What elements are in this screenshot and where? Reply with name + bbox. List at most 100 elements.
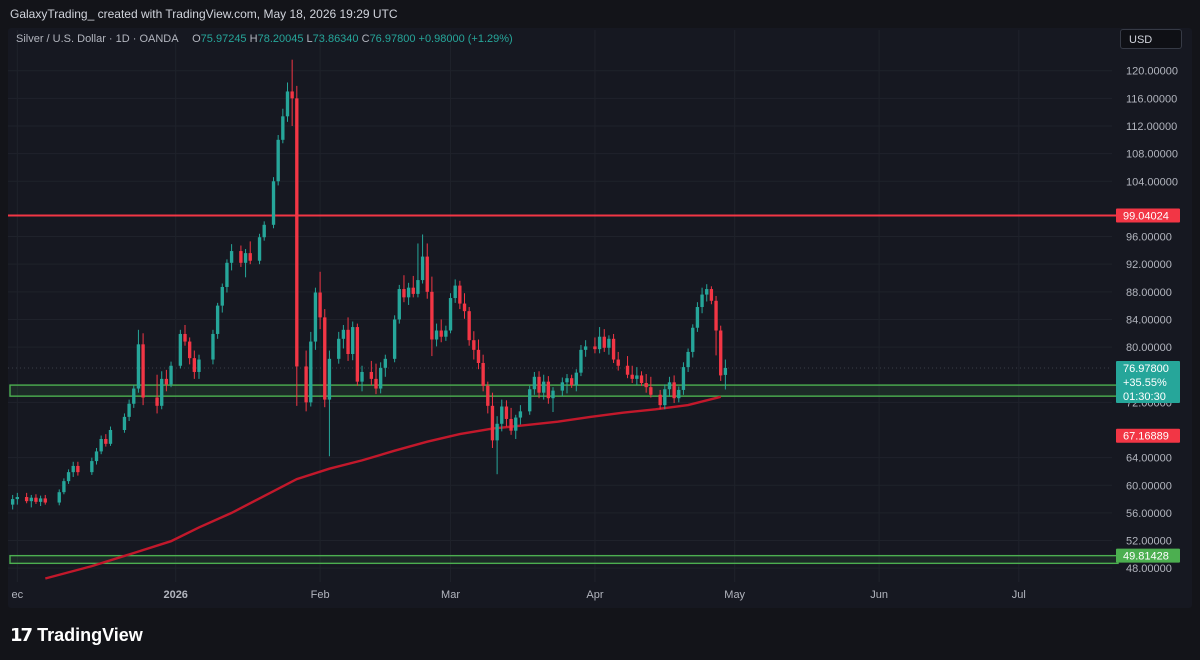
x-axis-tick-label: Mar (441, 589, 460, 601)
candle-body (504, 406, 509, 419)
candle-body (458, 285, 462, 304)
candle-body (99, 438, 103, 452)
candle-body (341, 329, 346, 339)
candle-body (663, 389, 667, 406)
candle-body (602, 336, 606, 348)
candle-body (472, 340, 476, 350)
candle-body (346, 329, 350, 354)
candle-body (723, 367, 728, 375)
price-tag: 67.16889 (1116, 428, 1180, 443)
price-tag-bg (1116, 428, 1180, 443)
candle-body (281, 116, 285, 140)
candle-body (122, 416, 127, 430)
candle-body (630, 374, 634, 379)
chart-panel[interactable] (8, 28, 1192, 608)
candle-body (700, 294, 704, 308)
candle-body (243, 253, 248, 263)
candle-body (486, 385, 490, 406)
x-axis-tick-label: Apr (586, 589, 603, 601)
candle-body (229, 251, 234, 263)
x-axis-tick-label: Jun (870, 589, 888, 601)
y-axis-tick-label: 112.00000 (1126, 121, 1177, 133)
candle-body (490, 405, 495, 441)
candle-body (94, 451, 99, 462)
candle-body (579, 349, 583, 373)
candle-body (220, 286, 224, 306)
candle-body (639, 375, 644, 384)
candle-body (15, 497, 19, 500)
candle-body (360, 371, 364, 382)
y-axis-tick-label: 96.00000 (1126, 232, 1172, 244)
candle-body (411, 287, 415, 294)
candle-body (430, 291, 434, 340)
candle-body (10, 499, 15, 505)
candle-body (383, 358, 387, 368)
candle-body (714, 300, 718, 331)
candle-body (215, 305, 220, 334)
candle-body (160, 378, 164, 406)
candle-body (644, 383, 648, 388)
candle-body (248, 253, 252, 261)
candle-body (719, 330, 723, 376)
price-tag: 49.81428 (1116, 548, 1180, 563)
candle-body (509, 418, 513, 431)
high-label: H (249, 33, 258, 45)
candle-body (290, 91, 294, 99)
candle-body (453, 285, 457, 299)
tradingview-logo[interactable]: 17 TradingView (10, 624, 143, 646)
y-axis-tick-label: 120.00000 (1126, 66, 1178, 78)
candle-body (262, 224, 266, 238)
symbol-legend: Silver / U.S. Dollar · 1D · OANDA O75.97… (16, 33, 513, 45)
candle-body (178, 333, 183, 366)
candle-body (709, 289, 714, 301)
candle-body (583, 346, 588, 350)
y-axis-tick-label: 60.00000 (1126, 480, 1172, 492)
candle-body (90, 461, 94, 473)
candle-body (197, 359, 201, 372)
candle-body (337, 338, 341, 359)
price-tag-text: 99.04024 (1123, 211, 1169, 223)
candle-body (24, 497, 29, 502)
candle-body (304, 366, 308, 403)
candle-body (313, 292, 318, 342)
candle-body (62, 481, 66, 493)
candle-body (402, 289, 406, 298)
candle-body (439, 330, 443, 337)
y-axis-tick-label: 92.00000 (1126, 259, 1172, 271)
x-axis-tick-label: 2026 (163, 589, 187, 601)
candle-body (132, 388, 136, 404)
currency-button[interactable]: USD (1120, 29, 1182, 49)
y-axis-tick-label: 52.00000 (1126, 536, 1172, 548)
candle-body (136, 344, 141, 389)
last-price-tag-bg (1116, 360, 1180, 403)
candle-body (462, 303, 467, 312)
low-value: 73.86340 (312, 33, 359, 45)
open-value: 75.97245 (200, 33, 247, 45)
candle-body (691, 327, 695, 352)
candle-body (514, 417, 518, 431)
candle-body (392, 319, 397, 359)
candle-body (397, 289, 401, 320)
candle-body (518, 411, 523, 418)
candle-body (569, 378, 574, 386)
candle-body (495, 423, 499, 441)
candle-body (239, 251, 243, 263)
y-axis-tick-label: 116.00000 (1126, 93, 1177, 105)
candle-body (43, 498, 47, 503)
candle-body (565, 378, 569, 383)
candle-body (448, 298, 453, 331)
candle-body (183, 333, 187, 342)
candle-body (211, 333, 215, 360)
price-tag-bg (1116, 208, 1180, 223)
candle-body (276, 139, 280, 182)
candle-body (467, 311, 471, 341)
candle-body (295, 98, 299, 367)
candle-body (625, 365, 630, 375)
candle-body (616, 359, 620, 366)
candle-body (76, 465, 80, 473)
moving-average-line (44, 395, 721, 580)
candle-body (108, 430, 113, 444)
x-axis-tick-label: Jul (1012, 589, 1026, 601)
price-chart[interactable]: 48.00000 52.00000 56.00000 60.00000 64.00000… (0, 0, 1200, 608)
attribution-text: GalaxyTrading_ created with TradingView.… (0, 0, 1200, 28)
